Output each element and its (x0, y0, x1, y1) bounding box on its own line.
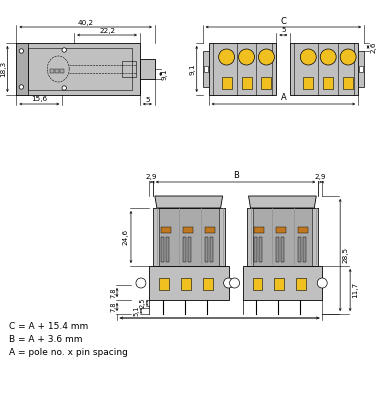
Text: 5,1: 5,1 (134, 306, 140, 316)
Text: 7,8: 7,8 (110, 302, 116, 312)
Bar (254, 227, 264, 233)
Bar (254, 237, 257, 262)
Bar (153, 208, 225, 266)
Bar (274, 278, 284, 290)
Text: 9,1: 9,1 (190, 63, 196, 75)
Bar (312, 208, 318, 266)
Circle shape (259, 49, 274, 65)
Text: 5: 5 (145, 96, 150, 102)
Bar (222, 77, 232, 89)
Text: B: B (233, 172, 239, 180)
Bar (140, 59, 155, 79)
Bar (276, 227, 286, 233)
Bar (218, 208, 225, 266)
Text: 18,3: 18,3 (0, 61, 7, 77)
Bar (28, 48, 132, 90)
Bar (281, 237, 284, 262)
Text: 2,5: 2,5 (140, 298, 146, 308)
Text: 2,9: 2,9 (315, 174, 326, 180)
Bar (204, 66, 208, 72)
Circle shape (317, 278, 327, 288)
Bar (290, 43, 358, 95)
Bar (55, 69, 59, 73)
Bar (149, 266, 229, 300)
Circle shape (340, 49, 356, 65)
Bar (296, 278, 306, 290)
Text: 22,2: 22,2 (99, 28, 115, 34)
Bar (247, 208, 252, 266)
Bar (60, 69, 64, 73)
Text: 15,6: 15,6 (31, 96, 47, 102)
Text: 24,6: 24,6 (123, 229, 129, 245)
Circle shape (62, 48, 66, 52)
Bar (161, 237, 164, 262)
Text: 28,5: 28,5 (342, 247, 348, 263)
Bar (16, 43, 28, 95)
Text: 2,9: 2,9 (145, 174, 157, 180)
Text: 7,8: 7,8 (110, 287, 116, 298)
Bar (242, 266, 322, 300)
Circle shape (300, 49, 316, 65)
Bar (276, 237, 279, 262)
Bar (166, 237, 169, 262)
Text: 9,1: 9,1 (162, 68, 168, 80)
Bar (161, 227, 171, 233)
Text: 11,7: 11,7 (352, 282, 358, 298)
Bar (247, 208, 318, 266)
Bar (343, 77, 353, 89)
Bar (303, 77, 313, 89)
Bar (359, 66, 363, 72)
Bar (183, 237, 186, 262)
Bar (205, 227, 215, 233)
Bar (153, 208, 159, 266)
Text: A: A (281, 94, 286, 102)
Bar (210, 237, 213, 262)
Circle shape (223, 278, 234, 288)
Polygon shape (249, 196, 316, 208)
Circle shape (218, 49, 235, 65)
Text: 2,6: 2,6 (370, 41, 376, 53)
Circle shape (62, 86, 66, 90)
Bar (181, 278, 191, 290)
Bar (203, 278, 213, 290)
Text: C = A + 15.4 mm: C = A + 15.4 mm (9, 322, 89, 331)
Circle shape (320, 49, 336, 65)
Circle shape (19, 49, 24, 53)
Bar (203, 51, 209, 87)
Bar (252, 278, 262, 290)
Circle shape (239, 49, 254, 65)
Bar (159, 278, 169, 290)
Bar (209, 43, 276, 95)
Bar (122, 61, 136, 77)
Bar (205, 237, 208, 262)
Bar (50, 69, 54, 73)
Bar (323, 77, 333, 89)
Bar (261, 77, 271, 89)
Bar (183, 227, 193, 233)
Text: 5: 5 (281, 28, 286, 34)
Text: A = pole no. x pin spacing: A = pole no. x pin spacing (9, 348, 128, 357)
Text: B = A + 3.6 mm: B = A + 3.6 mm (9, 335, 83, 344)
Circle shape (230, 278, 240, 288)
Text: 40,2: 40,2 (78, 20, 94, 26)
Bar (358, 51, 364, 87)
Bar (188, 237, 191, 262)
Bar (298, 227, 308, 233)
Bar (298, 237, 301, 262)
Circle shape (19, 85, 24, 89)
Bar (16, 43, 140, 95)
Bar (259, 237, 262, 262)
Bar (242, 77, 252, 89)
Polygon shape (155, 196, 223, 208)
Text: C: C (281, 16, 286, 26)
Bar (303, 237, 306, 262)
Circle shape (136, 278, 146, 288)
